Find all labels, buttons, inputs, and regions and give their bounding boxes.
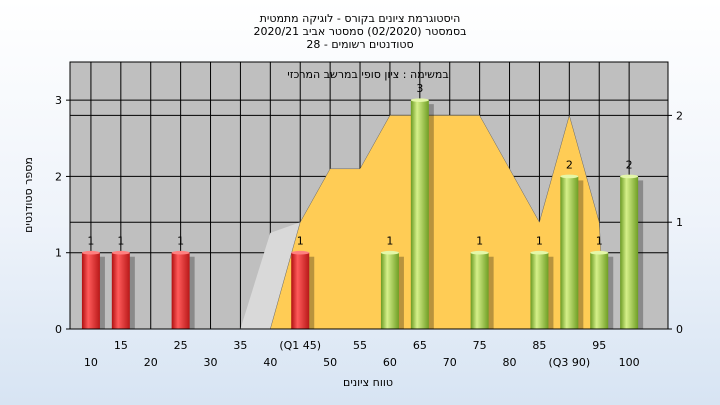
x-tick-label: 20	[144, 356, 158, 369]
distribution-area	[240, 114, 606, 330]
bar-top-cap	[171, 250, 190, 255]
bar-value-label: 2	[626, 158, 633, 171]
x-tick-label: 65	[413, 339, 427, 352]
bar-top-cap	[410, 98, 429, 102]
x-tick-label: 40	[263, 356, 277, 369]
bar-value-label: 1	[117, 235, 124, 248]
x-tick-label: 55	[353, 339, 367, 352]
y2-tick-label: 2	[676, 109, 683, 122]
bar-value-label: 1	[297, 235, 304, 248]
bar-top-cap	[380, 250, 399, 255]
x-tick-label: 100	[619, 356, 640, 369]
y-tick-label: 1	[55, 247, 62, 260]
chart-title-line-1: היסטוגרמת ציונים בקורס - לוגיקה מתמטית	[260, 12, 461, 25]
y2-tick-label: 1	[676, 216, 683, 229]
chart-title-line-2: בסמסטר (02/2020) סמסטר אביב 2020/21	[253, 25, 466, 38]
bar-value-label: 1	[536, 235, 543, 248]
bar	[470, 252, 489, 329]
x-tick-label: 10	[84, 356, 98, 369]
bar	[380, 252, 399, 329]
bar-value-labels: 1 1 1 1 1 3 1 1 2 1 2	[87, 82, 632, 248]
bar	[111, 252, 130, 329]
bar-top-cap	[81, 250, 100, 255]
x-tick-label: 25	[174, 339, 188, 352]
bar-value-label: 1	[596, 235, 603, 248]
y-axis-title: מספר סטודנטים	[22, 157, 35, 233]
x-tick-label: (Q1 45)	[279, 339, 321, 352]
bar-top-cap	[470, 250, 489, 255]
y-tick-label: 0	[55, 323, 62, 336]
chart-subtitle: במשימה : ציון סופי במרשב המרכזי	[287, 68, 449, 81]
bar-top-cap	[620, 174, 639, 179]
x-tick-label: 50	[323, 356, 337, 369]
bar-top-cap	[560, 174, 579, 179]
x-tick-label: 95	[592, 339, 606, 352]
x-tick-label: 30	[204, 356, 218, 369]
plot-frame	[69, 61, 669, 330]
bar	[81, 252, 100, 329]
bar-top-cap	[291, 250, 310, 255]
y-axis-ticks: 0 1 2 3	[55, 94, 70, 336]
bar	[560, 176, 579, 329]
bar-value-label: 1	[177, 235, 184, 248]
y2-axis-ticks: 0 1 2	[668, 109, 683, 336]
x-tick-label: 80	[503, 356, 517, 369]
chart-title: היסטוגרמת ציונים בקורס - לוגיקה מתמטית ב…	[253, 12, 466, 51]
bar	[590, 252, 609, 329]
x-axis-title: טווח ציונים	[343, 376, 393, 389]
bar-value-label: 1	[476, 235, 483, 248]
x-axis-ticks: 15 25 35 (Q1 45) 55 65 75 85 95 10 20 30 40 50 60 70 80 (…	[84, 339, 640, 369]
bar	[291, 252, 310, 329]
bar	[171, 252, 190, 329]
bar-value-label: 3	[416, 82, 423, 95]
chart-title-line-3: סטודנטים רשומים - 28	[306, 38, 413, 51]
x-tick-label: 35	[233, 339, 247, 352]
x-tick-label: 15	[114, 339, 128, 352]
x-tick-label: 75	[473, 339, 487, 352]
y-tick-label: 3	[55, 94, 62, 107]
bar-top-cap	[590, 250, 609, 255]
y2-tick-label: 0	[676, 323, 683, 336]
bar-value-label: 1	[87, 235, 94, 248]
x-tick-label: 70	[443, 356, 457, 369]
bar-value-label: 2	[566, 158, 573, 171]
bar	[410, 100, 429, 330]
bar-value-label: 1	[386, 235, 393, 248]
x-tick-label: (Q3 90)	[548, 356, 590, 369]
bar-top-cap	[530, 250, 549, 255]
distribution-area-yellow	[269, 114, 606, 330]
bar-series	[81, 98, 644, 330]
x-tick-label: 85	[532, 339, 546, 352]
bar	[530, 252, 549, 329]
x-tick-label: 60	[383, 356, 397, 369]
bar	[620, 176, 639, 329]
bar-top-cap	[111, 250, 130, 255]
y-tick-label: 2	[55, 170, 62, 183]
